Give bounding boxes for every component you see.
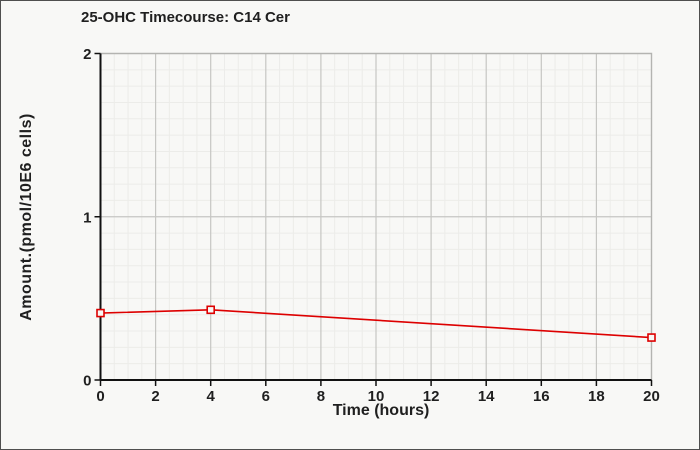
x-tick-label: 10 <box>368 388 385 405</box>
x-tick-label: 4 <box>207 388 216 405</box>
y-tick-label: 1 <box>83 209 91 226</box>
x-tick-label: 0 <box>96 388 104 405</box>
x-tick-label: 12 <box>423 388 440 405</box>
chart-title: 25-OHC Timecourse: C14 Cer <box>81 9 290 26</box>
y-tick-label: 2 <box>83 46 91 63</box>
y-tick-label: 0 <box>83 373 91 390</box>
x-tick-label: 2 <box>151 388 159 405</box>
x-tick-label: 18 <box>588 388 605 405</box>
x-tick-label: 20 <box>643 388 660 405</box>
data-point-marker <box>96 308 105 318</box>
x-tick-label: 6 <box>262 388 270 405</box>
x-tick-label: 8 <box>317 388 325 405</box>
x-tick-label: 16 <box>533 388 550 405</box>
x-axis-label: Time (hours) <box>332 402 430 419</box>
data-point-marker <box>647 333 656 342</box>
data-point-marker <box>206 305 215 315</box>
x-tick-label: 14 <box>478 388 495 405</box>
